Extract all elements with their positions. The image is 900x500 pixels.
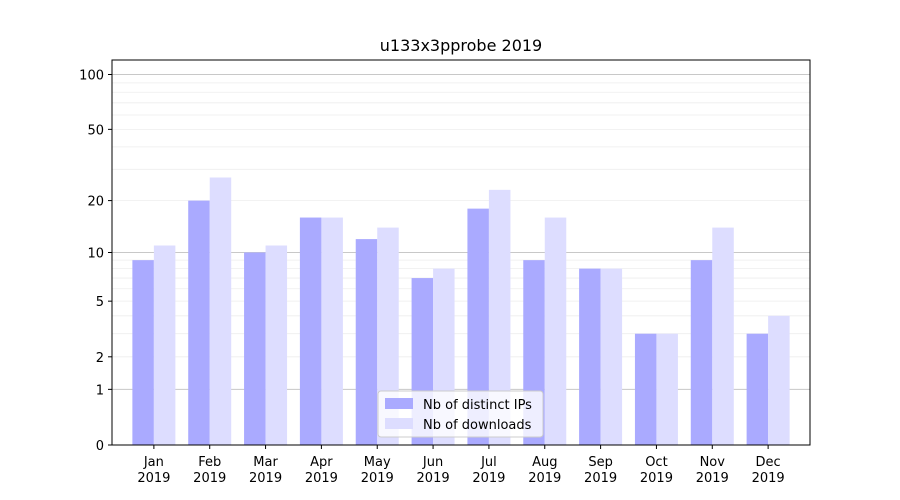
y-tick-label: 1 [96, 383, 104, 398]
x-axis: Jan2019Feb2019Mar2019Apr2019May2019Jun20… [137, 445, 785, 486]
legend-box [377, 390, 544, 438]
x-tick-label-year: 2019 [640, 471, 673, 486]
bar-downloads [768, 315, 790, 445]
bar-downloads [712, 227, 734, 445]
bar-distinct-ips [299, 217, 322, 445]
x-tick-label-year: 2019 [137, 471, 170, 486]
bar-downloads [153, 245, 176, 445]
bar-distinct-ips [188, 200, 210, 445]
x-tick-label-month: Aug [532, 455, 557, 470]
x-tick-label-year: 2019 [193, 471, 226, 486]
x-tick-label-year: 2019 [696, 471, 729, 486]
y-tick-label: 2 [96, 351, 104, 366]
x-tick-label-month: Feb [198, 455, 221, 470]
chart-title: u133x3pprobe 2019 [380, 36, 542, 55]
x-tick-label-year: 2019 [305, 471, 338, 486]
x-tick-label-year: 2019 [249, 471, 282, 486]
x-tick-label-month: Oct [645, 455, 667, 470]
bar-downloads [656, 333, 678, 445]
x-tick-label-year: 2019 [752, 471, 785, 486]
bar-distinct-ips [690, 260, 713, 445]
bar-distinct-ips [132, 260, 154, 445]
bar-downloads [600, 268, 623, 445]
x-tick-label-year: 2019 [361, 471, 394, 486]
legend-label: Nb of distinct IPs [423, 398, 532, 413]
bar-downloads [265, 245, 288, 445]
legend: Nb of distinct IPs Nb of downloads [377, 390, 544, 438]
bar-downloads [544, 217, 567, 445]
x-tick-label-year: 2019 [417, 471, 450, 486]
y-tick-label: 50 [87, 123, 104, 138]
legend-swatch [385, 418, 413, 429]
y-tick-label: 20 [87, 195, 104, 210]
x-tick-label-year: 2019 [584, 471, 617, 486]
bar-distinct-ips [579, 268, 601, 445]
x-tick-label-year: 2019 [528, 471, 561, 486]
legend-label: Nb of downloads [423, 418, 532, 433]
y-tick-label: 0 [96, 439, 104, 454]
x-tick-label-month: Nov [700, 455, 726, 470]
x-tick-label-year: 2019 [472, 471, 505, 486]
bar-distinct-ips [634, 333, 657, 445]
bar-distinct-ips [244, 252, 266, 445]
bar-downloads [209, 177, 232, 445]
y-tick-label: 5 [96, 295, 104, 310]
bar-downloads [488, 189, 511, 445]
y-axis: 0 1 2 5 10 20 50 100 [79, 69, 112, 454]
x-tick-label-month: Apr [310, 455, 333, 470]
legend-swatch [385, 398, 413, 409]
x-tick-label-month: Mar [253, 455, 278, 470]
y-tick-label: 10 [87, 247, 104, 262]
bar-distinct-ips [467, 208, 489, 445]
x-tick-label-month: Dec [756, 455, 781, 470]
bar-downloads [321, 217, 343, 445]
bar-distinct-ips [746, 333, 769, 445]
y-tick-label: 100 [79, 69, 104, 84]
x-tick-label-month: Jul [480, 455, 497, 470]
x-tick-label-month: May [364, 455, 391, 470]
x-tick-label-month: Sep [588, 455, 613, 470]
x-tick-label-month: Jun [422, 455, 443, 470]
x-tick-label-month: Jan [143, 455, 164, 470]
bar-distinct-ips [355, 239, 378, 445]
